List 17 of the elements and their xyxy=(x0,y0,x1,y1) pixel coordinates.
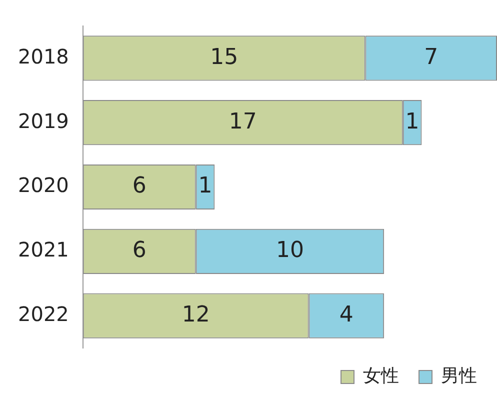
legend-label: 女性 xyxy=(363,366,399,387)
data-label: 17 xyxy=(228,109,257,134)
y-tick-label: 2020 xyxy=(18,173,69,198)
y-tick-label: 2022 xyxy=(18,302,69,326)
y-tick-label: 2018 xyxy=(18,44,69,68)
data-label: 15 xyxy=(210,44,238,70)
y-tick-label: 2021 xyxy=(18,238,69,262)
data-label: 6 xyxy=(132,238,146,264)
data-label: 1 xyxy=(198,174,212,199)
data-label: 7 xyxy=(424,44,438,70)
data-label: 12 xyxy=(182,302,210,328)
data-label: 1 xyxy=(405,109,420,134)
data-label: 10 xyxy=(276,238,304,264)
data-label: 4 xyxy=(339,302,354,328)
legend-label: 男性 xyxy=(441,366,477,387)
y-tick-label: 2019 xyxy=(18,108,69,133)
data-label: 6 xyxy=(132,174,146,199)
